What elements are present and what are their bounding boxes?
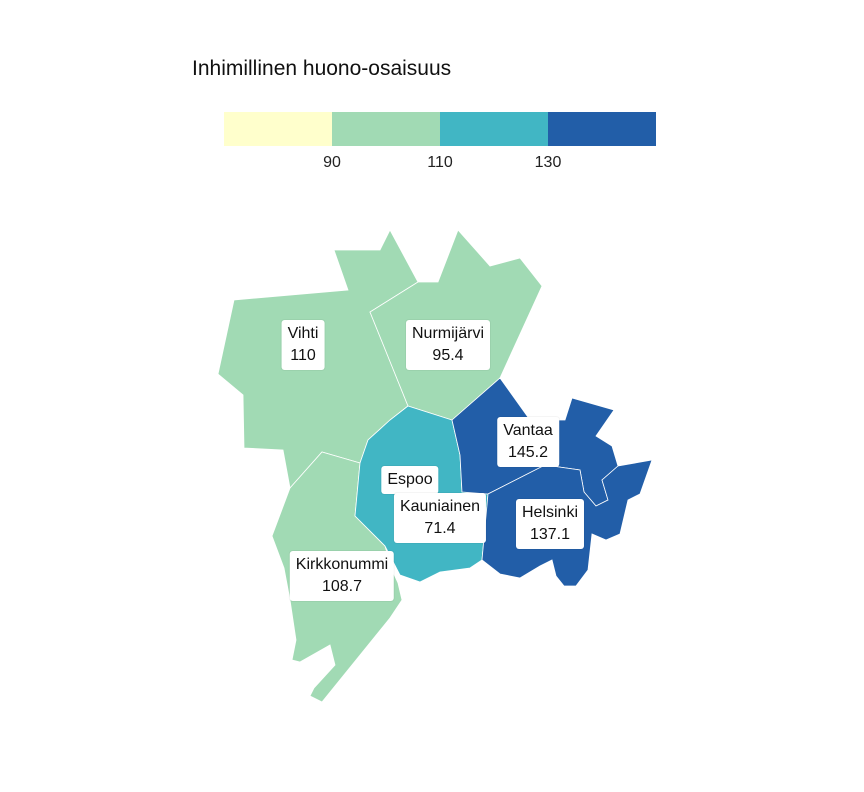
legend-swatch-1 [332, 112, 440, 146]
label-kauniainen: Kauniainen 71.4 [393, 493, 487, 543]
region-name: Espoo [387, 471, 433, 488]
region-value: 110 [290, 347, 316, 364]
legend: 90 110 130 [0, 0, 864, 200]
region-value: 145.2 [507, 444, 549, 461]
region-value: 108.7 [321, 578, 363, 595]
legend-swatch-2 [440, 112, 548, 146]
region-value: 71.4 [424, 520, 456, 537]
legend-swatch-0 [224, 112, 332, 146]
legend-tick-90: 90 [323, 154, 341, 171]
label-vantaa: Vantaa 145.2 [497, 417, 559, 467]
region-name: Vantaa [503, 422, 553, 439]
label-vihti: Vihti 110 [281, 320, 325, 370]
label-nurmijarvi: Nurmijärvi 95.4 [406, 320, 490, 370]
label-kirkkonummi: Kirkkonummi 108.7 [289, 551, 395, 601]
region-name: Helsinki [521, 504, 579, 521]
region-name: Kauniainen [399, 498, 481, 515]
legend-swatch-3 [548, 112, 656, 146]
map-title: Inhimillinen huono-osaisuus [192, 57, 452, 80]
region-name: Nurmijärvi [412, 325, 484, 342]
label-helsinki: Helsinki 137.1 [515, 499, 585, 549]
label-espoo: Espoo [381, 466, 439, 494]
region-name: Vihti [287, 325, 319, 342]
legend-tick-110: 110 [427, 154, 453, 171]
region-value: 137.1 [529, 526, 571, 543]
region-value: 95.4 [432, 347, 464, 364]
legend-tick-130: 130 [534, 154, 562, 171]
region-name: Kirkkonummi [295, 556, 389, 573]
